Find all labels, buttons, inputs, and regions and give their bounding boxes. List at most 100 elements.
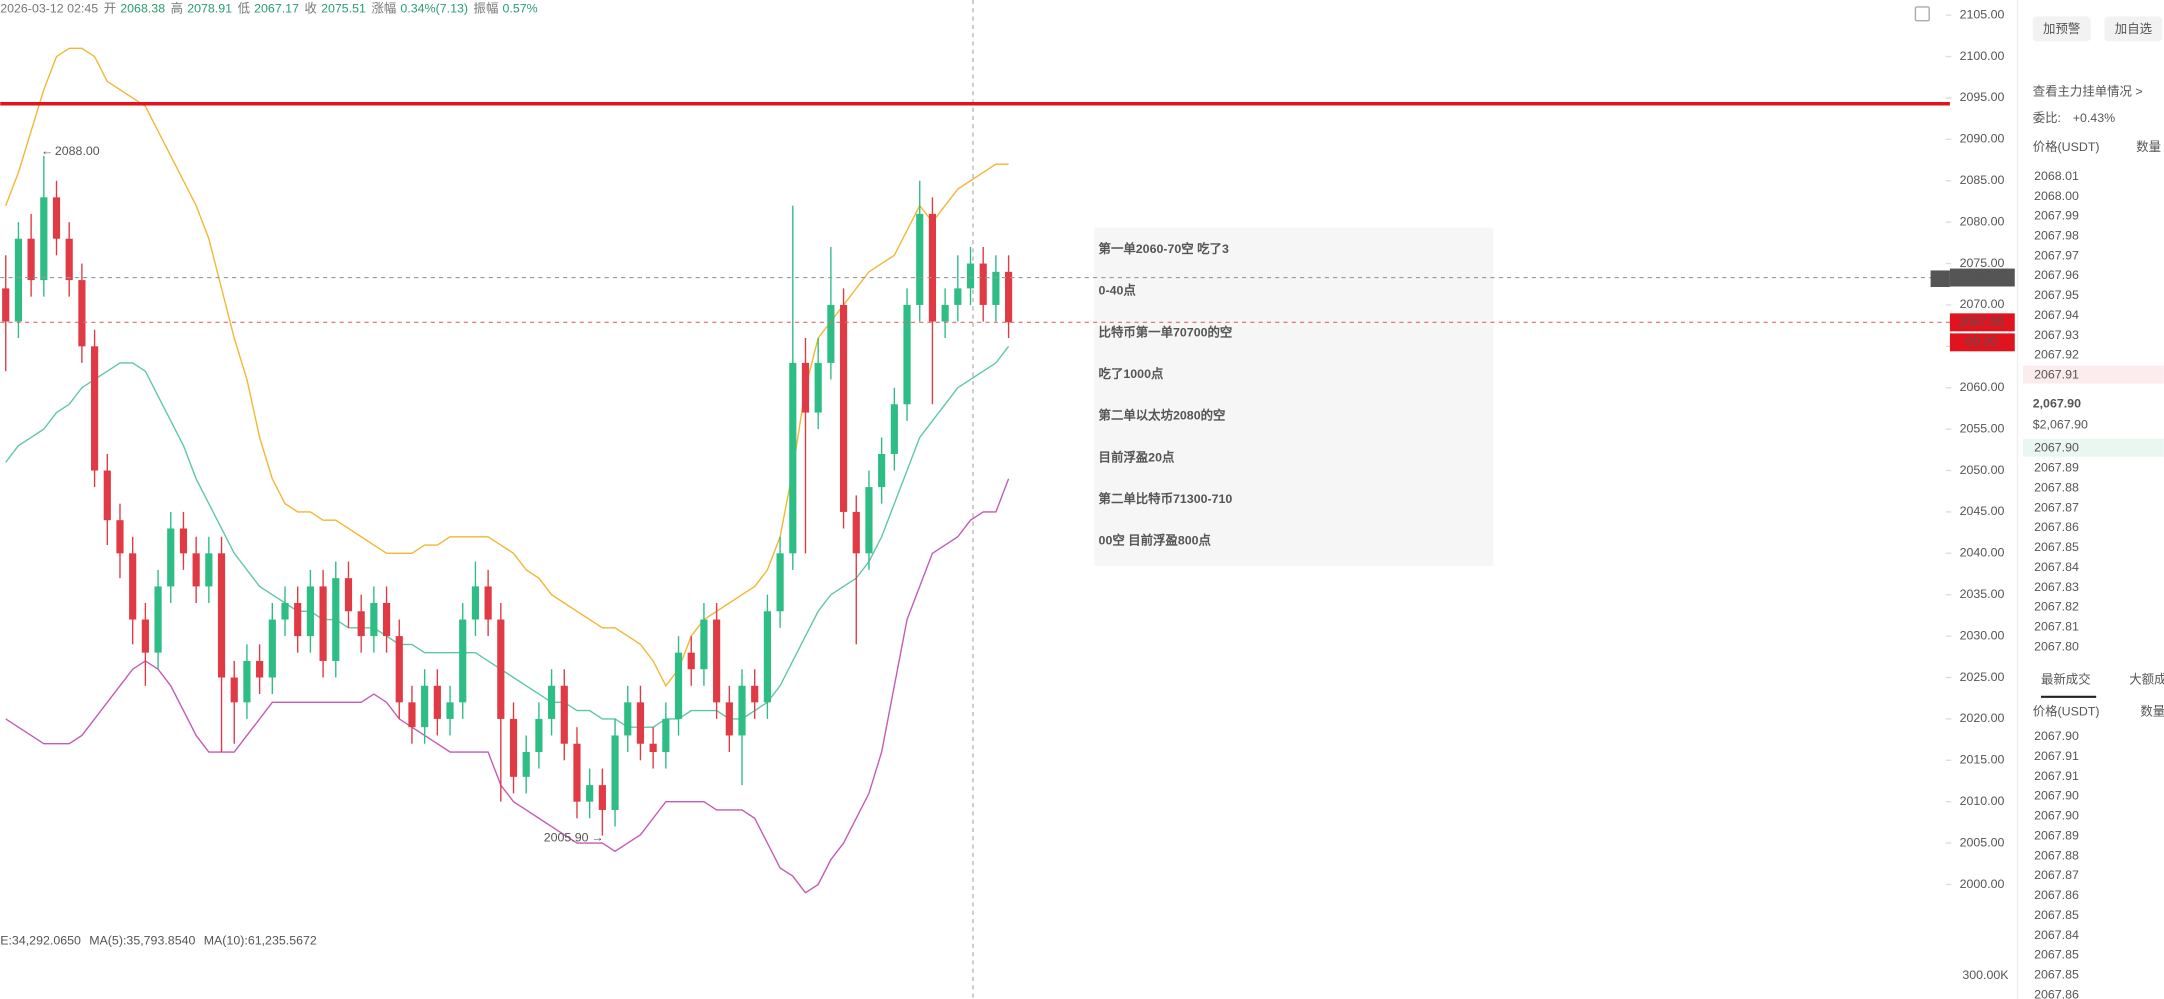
note-line: 第一单2060-70空 吃了3 [1099,241,1229,256]
low-label: 2005.90 [544,831,589,845]
y-tick-label: 2035.00 [1960,587,2005,601]
candle-body [713,619,721,703]
info-value: 0.57% [503,2,538,16]
candle-body [598,785,606,810]
candle-body [52,197,61,239]
info-value: 2078.91 [187,2,232,16]
info-label: 高 [171,1,183,16]
trade-price: 2067.90 [2034,729,2079,743]
info-value: 0.34%(7.13) [400,2,468,16]
candle-body [243,660,251,703]
ratio-value: +0.43% [2073,111,2115,125]
volume-label: E:34,292.0650 [0,933,81,947]
ask-price: 2067.96 [2034,268,2079,282]
button-label[interactable]: 加自选 [2115,22,2152,36]
note-line: 目前浮盈20点 [1099,449,1175,464]
note-line: 第二单以太坊2080的空 [1099,408,1226,423]
candle-body [954,288,962,305]
candle-body [497,619,505,719]
candle-body [865,487,873,554]
y-tick-label: 2040.00 [1960,546,2005,560]
bid-price: 2067.81 [2034,620,2079,634]
candle-body [509,718,518,777]
datetime: 2026-03-12 02:45 [0,2,98,16]
order-link[interactable]: 查看主力挂单情况 > [2033,85,2143,99]
tab[interactable]: 大额成 [2129,673,2164,687]
y-tick-label: 2050.00 [1960,463,2005,477]
y-tick-label: 2085.00 [1960,173,2005,187]
candle-body [560,685,568,744]
ask-highlight [2023,365,2164,384]
candle-body [167,528,175,587]
low-arrow: → [591,831,603,845]
candle-body [382,602,391,637]
candle-body [992,271,1000,305]
trade-price: 2067.85 [2034,968,2079,982]
note-line: 比特币第一单70700的空 [1099,324,1233,339]
bid-price: 2067.84 [2034,560,2079,574]
candle-body [903,304,911,405]
info-value: 2075.51 [321,2,366,16]
candle-body [700,619,708,670]
candle-body [27,238,35,281]
candle-body [966,263,975,289]
trade-price: 2067.90 [2034,809,2079,823]
candle-body [852,511,860,554]
candle-body [344,578,353,612]
candle-body [573,743,581,802]
candle-body [674,652,683,719]
candle-body [522,752,530,777]
ask-price: 2067.91 [2034,368,2079,382]
candle-body [141,619,149,653]
info-label: 开 [104,2,116,16]
button-label[interactable]: 加预警 [2043,21,2080,36]
trade-price: 2067.87 [2034,868,2079,882]
candle-body [408,702,416,728]
info-bar: 2026-03-12 02:45 开 2068.38 高 2078.91 低 2067.17… [0,1,537,16]
bid-price: 2067.88 [2034,480,2079,494]
trade-price: 2067.91 [2034,769,2079,783]
candle-body [357,611,365,637]
y-tick-label: 2025.00 [1960,670,2005,684]
candle-body [2,288,10,322]
y-tick-label: 2030.00 [1960,628,2005,642]
ask-price: 2067.98 [2034,229,2079,243]
candle-body [941,304,949,322]
candle-body [636,702,645,744]
candle-body [332,578,340,661]
candle-body [421,685,429,728]
ask-price: 2068.00 [2034,189,2079,203]
trades-header: 数量 [2140,703,2164,718]
band-line [5,345,1010,728]
candle-body [306,586,314,637]
candle-body [789,362,797,554]
tab[interactable]: 最新成交 [2041,672,2091,687]
candle-body [801,362,810,413]
ratio-label: 委比: [2033,111,2061,125]
expand-icon[interactable] [1914,6,1930,22]
book-header: 价格(USDT) [2033,139,2100,154]
candle-body [319,586,327,661]
button[interactable] [2032,16,2091,42]
candle-body [103,470,111,521]
note-line: 00空 目前浮盈800点 [1099,533,1212,548]
volume-label: MA(5):35,793.8540 [89,933,195,947]
price-tag-label: 2073.31 [1959,270,2004,284]
candle-body [776,553,784,612]
crosshair-button[interactable] [1930,270,1950,288]
candle-body [192,553,200,587]
volume-axis-label: 300.00K [1962,968,2009,982]
y-tick-label: 2075.00 [1960,256,2005,270]
button[interactable] [2104,16,2163,42]
candle-body [370,602,378,637]
bid-price: 2067.90 [2034,441,2079,455]
bid-price: 2067.86 [2034,520,2079,534]
ask-price: 2067.95 [2034,288,2079,302]
candle-body [548,685,556,719]
candle-body [662,718,670,753]
candle-body [14,238,23,322]
candle-body [738,685,746,736]
trade-price: 2067.86 [2034,987,2079,999]
candle-body [484,586,492,620]
